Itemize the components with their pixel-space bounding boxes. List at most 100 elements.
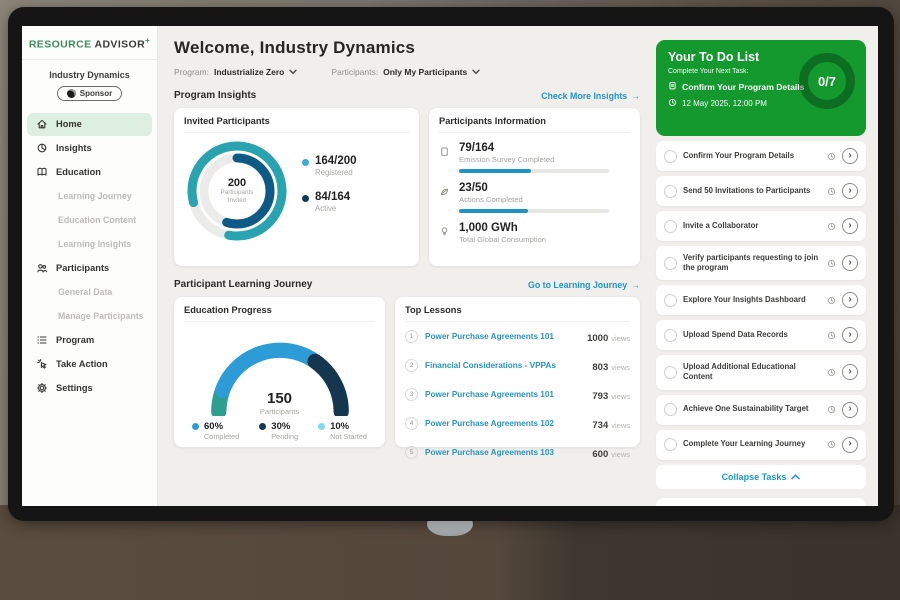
- clock-icon: [827, 440, 836, 449]
- chevron-glyph: ›: [848, 438, 852, 449]
- task-label: Verify participants requesting to join t…: [683, 253, 819, 273]
- progress-fill: [459, 209, 528, 213]
- task-label: Achieve One Sustainability Target: [683, 404, 809, 414]
- chevron-right-button[interactable]: ›: [842, 218, 858, 234]
- task-row[interactable]: Upload Spend Data Records ›: [656, 320, 866, 351]
- lesson-rank: 5: [405, 446, 418, 459]
- gauge-legend: 60% Completed 30% Pending: [184, 421, 375, 441]
- sidebar-item-take-action[interactable]: Take Action: [27, 353, 152, 376]
- task-row[interactable]: Send 50 Invitations to Participants ›: [656, 176, 866, 206]
- task-row[interactable]: Invite a Collaborator ›: [656, 211, 866, 241]
- stat-label: Emission Survey Completed: [459, 155, 555, 164]
- sidebar-item-program[interactable]: Program: [27, 329, 152, 352]
- take-action-icon: [36, 358, 48, 370]
- chevron-right-button[interactable]: ›: [842, 327, 858, 344]
- sidebar-item-settings[interactable]: Settings: [27, 377, 152, 400]
- clock-icon: [827, 187, 836, 196]
- clock-icon: [827, 331, 836, 340]
- progress-fill: [459, 169, 531, 173]
- task-row[interactable]: Explore Your Insights Dashboard ›: [656, 285, 866, 316]
- check-more-insights-link[interactable]: Check More Insights →: [541, 91, 640, 101]
- sidebar-item-education-content[interactable]: Education Content: [27, 209, 152, 232]
- views-suffix: views: [611, 420, 630, 430]
- clock-icon: [827, 405, 836, 414]
- collapse-tasks-link[interactable]: Collapse Tasks: [656, 464, 866, 489]
- invited-donut-chart: 200 Participants Invited: [184, 138, 290, 244]
- sidebar-item-learning-insights[interactable]: Learning Insights: [27, 233, 152, 256]
- participants-information-card: Participants Information 79/164 Emission…: [429, 108, 640, 266]
- task-checkbox[interactable]: [664, 184, 677, 198]
- task-checkbox[interactable]: [664, 149, 677, 163]
- sidebar-item-participants[interactable]: Participants: [27, 257, 152, 280]
- main-content: Welcome, Industry Dynamics Program: Indu…: [158, 26, 652, 506]
- clock-icon: [827, 152, 836, 161]
- clipboard-icon: [668, 81, 677, 92]
- stat-label: Actions Completed: [459, 195, 523, 204]
- task-checkbox[interactable]: [664, 256, 677, 270]
- sidebar-item-insights[interactable]: Insights: [27, 137, 152, 160]
- sidebar-item-education[interactable]: Education: [27, 161, 152, 184]
- logo-secondary: ADVISOR: [94, 38, 146, 51]
- task-row[interactable]: Confirm Your Program Details ›: [656, 141, 866, 171]
- todo-panel: Your To Do List Complete Your Next Task:…: [652, 26, 878, 506]
- legend-label: Registered: [315, 168, 353, 177]
- task-row[interactable]: Upload Additional Educational Content ›: [656, 355, 866, 390]
- stat-global-consumption: 1,000 GWh Total Global Consumption: [439, 222, 630, 244]
- sidebar-item-label: Program: [56, 335, 95, 345]
- task-checkbox[interactable]: [664, 438, 677, 451]
- task-checkbox[interactable]: [664, 365, 677, 379]
- legend-label: Active: [315, 204, 337, 213]
- sidebar-item-general-data[interactable]: General Data: [27, 281, 152, 304]
- sidebar-item-learning-journey[interactable]: Learning Journey: [27, 185, 152, 208]
- sidebar-item-label: General Data: [58, 287, 113, 297]
- lesson-link[interactable]: Financial Considerations - VPPAs: [425, 361, 556, 370]
- lesson-link[interactable]: Power Purchase Agreements 101: [425, 332, 554, 341]
- task-label: Complete Your Learning Journey: [683, 439, 806, 449]
- chevron-right-button[interactable]: ›: [842, 183, 858, 199]
- lesson-row: 1 Power Purchase Agreements 101 1000 view…: [405, 322, 630, 351]
- sidebar-item-label: Education Content: [58, 215, 137, 225]
- task-checkbox[interactable]: [664, 403, 677, 416]
- invited-participants-card: Invited Participants 200 Participants In…: [174, 108, 419, 266]
- sidebar-item-label: Home: [56, 119, 82, 129]
- chevron-right-button[interactable]: ›: [842, 292, 858, 309]
- legend-pct: 10%: [330, 421, 350, 432]
- chevron-right-button[interactable]: ›: [842, 255, 858, 272]
- card-title: Top Lessons: [405, 305, 630, 322]
- lesson-link[interactable]: Power Purchase Agreements 102: [425, 419, 554, 428]
- participants-filter[interactable]: Participants: Only My Participants: [331, 67, 480, 77]
- lesson-rank: 2: [405, 359, 418, 372]
- views-suffix: views: [611, 449, 630, 459]
- sponsor-badge-icon: [66, 88, 76, 98]
- education-gauge-chart: 150 Participants: [188, 326, 372, 420]
- task-row[interactable]: Complete Your Learning Journey ›: [656, 429, 866, 460]
- sidebar-item-label: Settings: [56, 383, 93, 393]
- monitor-bezel: RESOURCE ADVISOR+ Industry Dynamics Spon…: [8, 7, 894, 521]
- go-to-learning-journey-link[interactable]: Go to Learning Journey →: [528, 280, 640, 290]
- lesson-row: 4 Power Purchase Agreements 102 734 views: [405, 409, 630, 438]
- lesson-link[interactable]: Power Purchase Agreements 101: [425, 390, 554, 399]
- task-checkbox[interactable]: [664, 219, 677, 233]
- program-filter[interactable]: Program: Industrialize Zero: [174, 67, 298, 77]
- program-filter-label: Program:: [174, 67, 209, 77]
- donut-legend: 164/200 Registered 84/164 Active: [302, 155, 357, 227]
- org-name: Industry Dynamics: [49, 69, 130, 80]
- chevron-right-button[interactable]: ›: [842, 436, 858, 453]
- views-suffix: views: [611, 391, 630, 401]
- legend-dot: [259, 423, 267, 430]
- sidebar-item-label: Learning Journey: [58, 191, 132, 201]
- chevron-glyph: ›: [848, 219, 852, 231]
- chevron-right-button[interactable]: ›: [842, 364, 858, 381]
- lesson-link[interactable]: Power Purchase Agreements 103: [425, 448, 554, 457]
- task-row[interactable]: Achieve One Sustainability Target ›: [656, 394, 866, 425]
- task-checkbox[interactable]: [664, 293, 677, 307]
- sidebar-item-manage-participants[interactable]: Manage Participants: [27, 305, 152, 328]
- task-checkbox[interactable]: [664, 328, 677, 342]
- chevron-right-button[interactable]: ›: [842, 401, 858, 418]
- stat-actions-completed: 23/50 Actions Completed: [439, 182, 630, 213]
- chevron-right-button[interactable]: ›: [842, 148, 858, 164]
- stat-emission-survey: 79/164 Emission Survey Completed: [439, 142, 630, 173]
- sidebar-item-home[interactable]: Home: [27, 112, 152, 136]
- task-row[interactable]: Verify participants requesting to join t…: [656, 246, 866, 281]
- views-count: 600: [592, 448, 609, 460]
